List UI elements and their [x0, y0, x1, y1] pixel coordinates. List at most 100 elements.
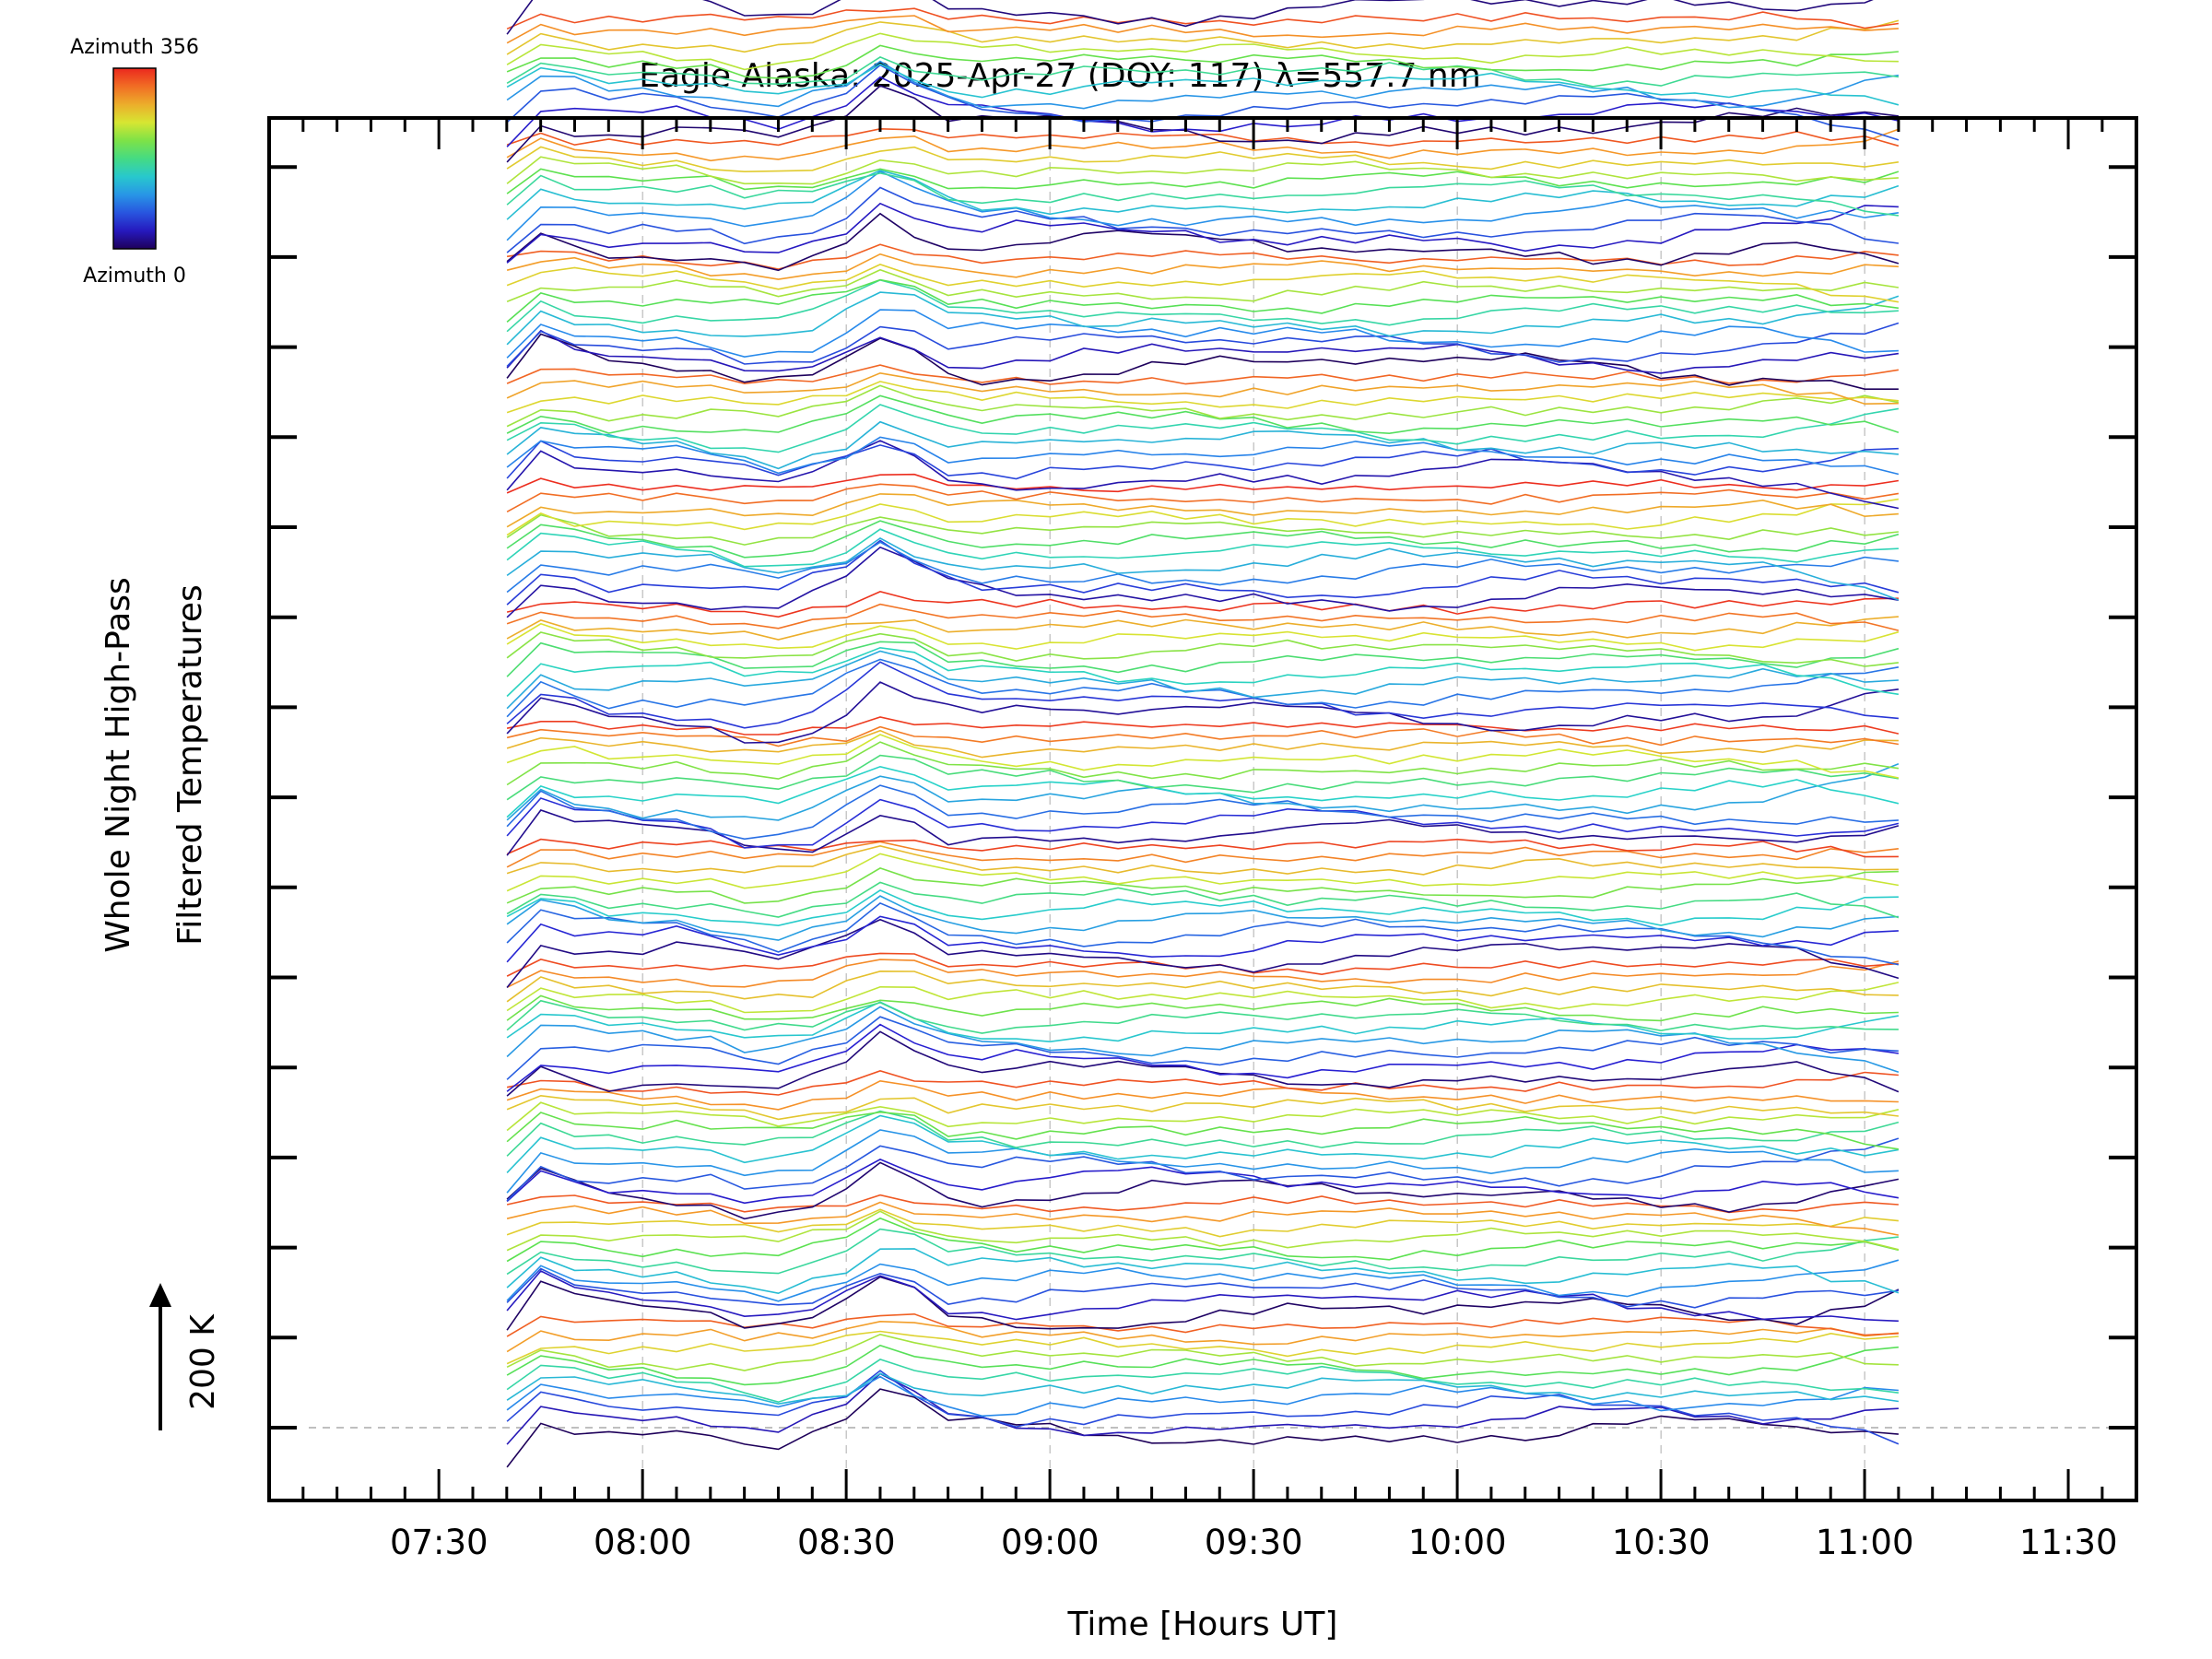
series-line — [506, 765, 1900, 818]
colorbar-top-label: Azimuth 356 — [70, 36, 199, 59]
series-line — [506, 867, 1899, 904]
series-line — [506, 631, 1899, 667]
series-group — [506, 0, 1900, 1468]
series-line — [506, 404, 1900, 453]
series-line — [506, 970, 1899, 1003]
series-line — [506, 170, 1900, 241]
series-line — [506, 44, 1899, 79]
series-line — [506, 546, 1900, 618]
series-line — [506, 371, 1899, 406]
series-line — [506, 364, 1900, 385]
x-tick-label: 11:30 — [2019, 1523, 2118, 1562]
series-line — [506, 895, 1899, 941]
series-line — [506, 1094, 1899, 1121]
series-line — [506, 63, 1900, 106]
series-line — [506, 729, 1899, 759]
series-line — [506, 483, 1900, 513]
series-line — [506, 1114, 1900, 1173]
series-line — [506, 853, 1900, 892]
series-line — [506, 959, 1900, 989]
series-line — [506, 493, 1899, 528]
series-line — [506, 1001, 1900, 1043]
series-line — [506, 440, 1899, 480]
scale-arrow-head — [149, 1283, 171, 1307]
series-line — [506, 520, 1900, 559]
series-line — [506, 394, 1900, 435]
x-tick-label: 11:00 — [1816, 1523, 1914, 1562]
series-line — [506, 322, 1900, 368]
series-line — [506, 60, 1900, 110]
series-line — [506, 473, 1900, 494]
series-line — [506, 541, 1899, 594]
series-line — [506, 716, 1900, 735]
series-line — [506, 1208, 1899, 1238]
series-line — [506, 15, 1899, 44]
x-tick-label: 09:30 — [1205, 1523, 1303, 1562]
series-line — [506, 622, 1900, 652]
series-line — [506, 725, 1900, 747]
series-line — [506, 1101, 1900, 1132]
series-line — [506, 278, 1899, 333]
series-line — [506, 253, 1899, 280]
series-line — [506, 999, 1899, 1034]
series-line — [506, 784, 1899, 841]
series-line — [506, 1320, 1899, 1353]
series-line — [506, 658, 1900, 718]
series-line — [506, 440, 1900, 510]
series-line — [506, 1259, 1900, 1302]
series-line — [506, 1111, 1900, 1150]
series-line — [506, 1372, 1899, 1445]
series-line — [506, 1201, 1900, 1236]
colorbar-gradient — [112, 67, 157, 250]
series-line — [506, 243, 1899, 270]
series-line — [506, 1217, 1900, 1263]
y-axis-label-line1: Whole Night High-Pass — [100, 577, 137, 953]
x-tick-label: 10:00 — [1408, 1523, 1507, 1562]
series-line — [506, 1210, 1900, 1252]
series-line — [506, 1023, 1900, 1092]
series-line — [506, 1372, 1900, 1406]
series-line — [506, 536, 1900, 601]
series-line — [506, 202, 1899, 264]
series-line — [506, 918, 1900, 989]
series-line — [506, 1330, 1899, 1365]
series-line — [506, 278, 1900, 324]
plot-frame — [267, 116, 2138, 1502]
series-line — [506, 681, 1900, 744]
series-line — [506, 1312, 1899, 1337]
colorbar-bottom-label: Azimuth 0 — [83, 265, 186, 288]
series-line — [506, 641, 1900, 677]
series-line — [506, 1375, 1899, 1418]
series-line — [506, 1016, 1899, 1080]
series-line — [506, 734, 1900, 779]
series-line — [506, 994, 1899, 1022]
series-line — [506, 661, 1899, 729]
series-line — [506, 498, 1900, 536]
scale-indicator: 200 K — [149, 1283, 222, 1430]
series-line — [506, 646, 1900, 698]
series-line — [506, 1276, 1900, 1331]
series-line — [506, 1359, 1899, 1404]
series-line — [506, 1333, 1899, 1371]
series-line — [506, 329, 1900, 374]
series-line — [506, 888, 1899, 927]
series-line — [506, 982, 1900, 1014]
series-line — [506, 797, 1900, 849]
series-line — [506, 381, 1899, 414]
series-line — [506, 1270, 1899, 1323]
series-line — [506, 156, 1899, 185]
series-line — [506, 1161, 1900, 1220]
series-line — [506, 1267, 1900, 1309]
series-line — [506, 420, 1899, 470]
series-line — [506, 333, 1899, 390]
series-line — [506, 186, 1900, 253]
series-line — [506, 264, 1900, 303]
series-line — [506, 1388, 1899, 1468]
series-line — [506, 513, 1899, 546]
series-line — [506, 650, 1899, 710]
series-line — [506, 539, 1900, 606]
series-line — [506, 171, 1900, 217]
x-axis-label: Time [Hours UT] — [1067, 1606, 1338, 1643]
series-line — [506, 169, 1900, 220]
axis-ticks — [267, 118, 2138, 1500]
